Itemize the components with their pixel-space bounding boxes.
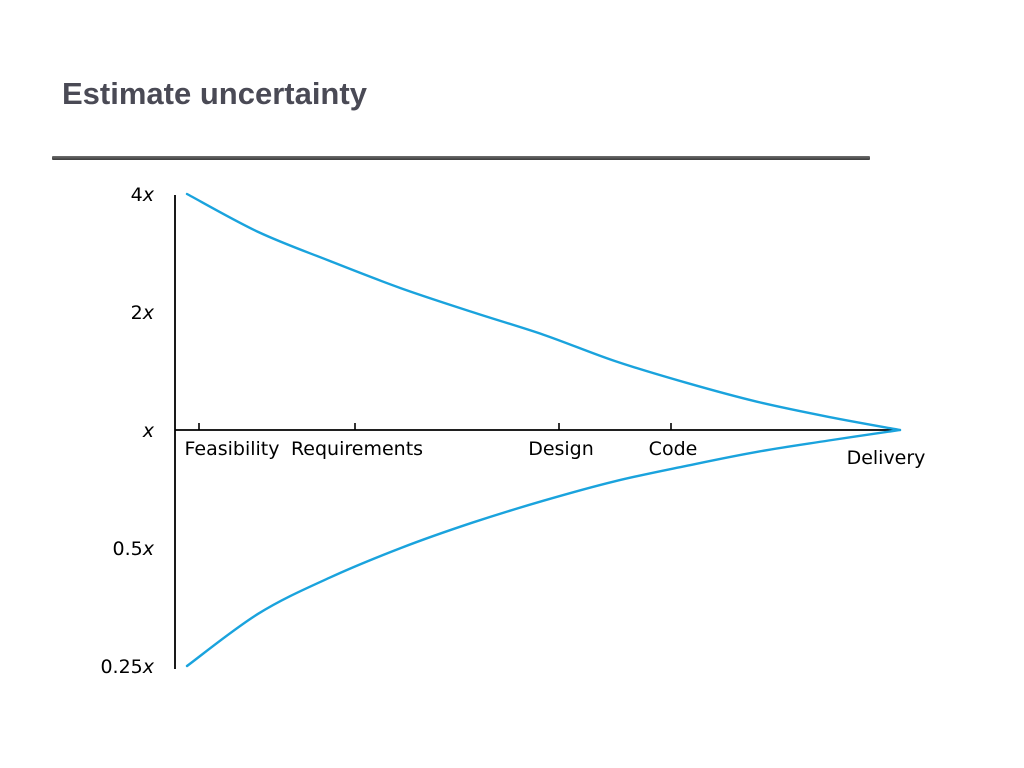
x-category-label: Requirements — [291, 438, 423, 460]
y-tick-label: x — [142, 420, 155, 442]
y-tick-label: 4x — [131, 184, 155, 206]
title-divider — [52, 156, 870, 160]
x-category-label: Delivery — [847, 447, 926, 469]
x-category-label: Code — [649, 438, 698, 460]
slide-title: Estimate uncertainty — [62, 76, 367, 111]
y-tick-label: 2x — [131, 302, 155, 324]
y-tick-label: 0.5x — [113, 538, 155, 560]
lower-bound-curve — [185, 428, 902, 668]
x-category-label: Feasibility — [185, 438, 280, 460]
upper-bound-curve — [185, 192, 902, 432]
y-tick-label: 0.25x — [100, 656, 154, 678]
x-category-label: Design — [528, 438, 594, 460]
